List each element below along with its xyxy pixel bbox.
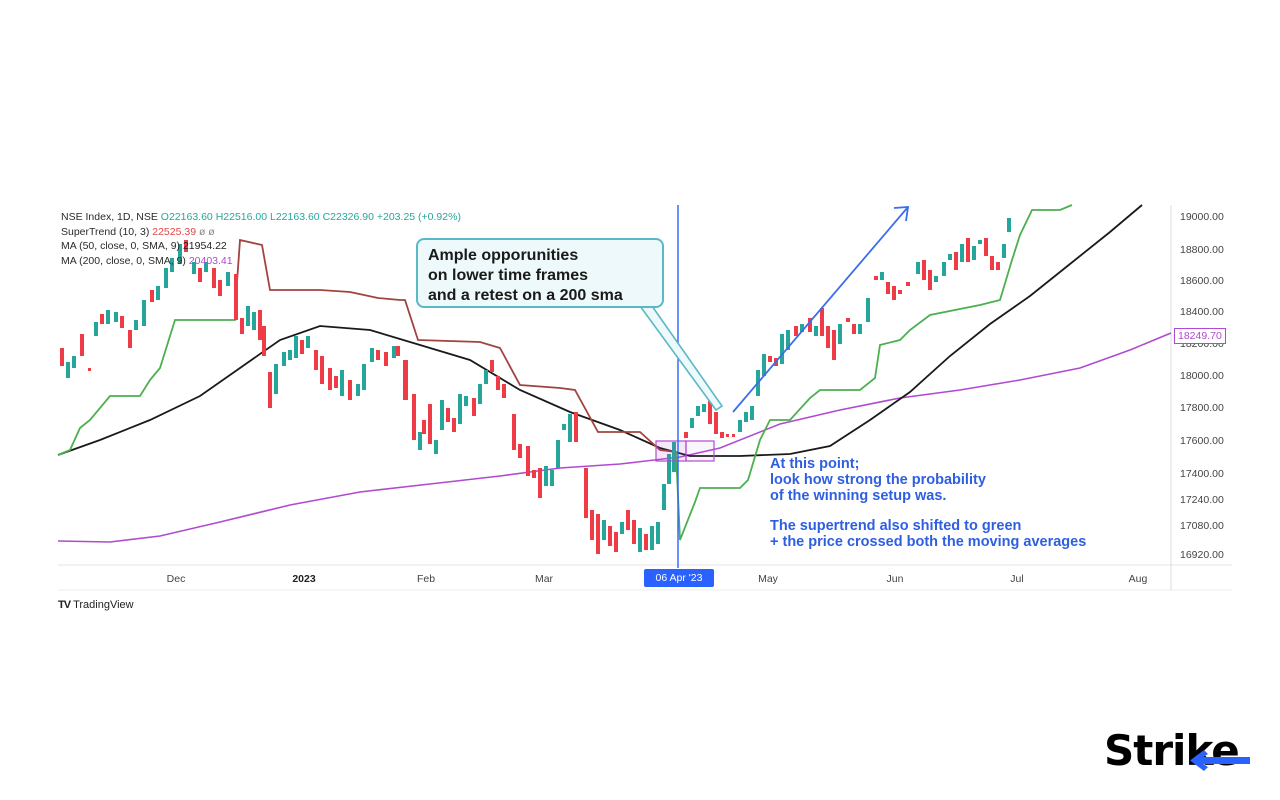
- x-tick: Dec: [166, 573, 186, 585]
- strike-logo-main: Stri: [1104, 726, 1186, 775]
- annotation-text: At this point; look how strong the proba…: [770, 456, 1086, 550]
- legend-close: C22326.90: [322, 211, 374, 223]
- legend-supertrend-value: 22525.39: [152, 225, 197, 238]
- annotation-line-2: look how strong the probability: [770, 472, 986, 488]
- tradingview-label: TradingView: [73, 599, 134, 611]
- y-tick: 17080.00: [1180, 520, 1224, 532]
- annotation-line-4: The supertrend also shifted to green: [770, 518, 1022, 534]
- last-price-tag: 18249.70: [1174, 328, 1226, 344]
- legend-supertrend-label: SuperTrend (10, 3): [61, 225, 150, 238]
- highlight-box-retest: [655, 440, 687, 462]
- x-tick: 2023: [292, 573, 316, 585]
- legend-open: O22163.60: [160, 211, 213, 223]
- chart-legend: NSE Index, 1D, NSE O22163.60 H22516.00 L…: [61, 210, 461, 268]
- y-tick: 18600.00: [1180, 275, 1224, 287]
- y-tick: 19000.00: [1180, 211, 1224, 223]
- legend-ma200-label: MA (200, close, 0, SMA, 9): [61, 254, 186, 267]
- callout-box: Ample opporunities on lower time frames …: [416, 238, 664, 308]
- supertrend-up-line-1: [57, 310, 236, 456]
- legend-symbol: NSE Index, 1D, NSE: [61, 211, 158, 223]
- y-tick: 16920.00: [1180, 549, 1224, 561]
- strike-arrow-icon: [1190, 750, 1250, 771]
- y-tick: 17600.00: [1180, 435, 1224, 447]
- x-tick: Feb: [416, 573, 436, 585]
- x-tick: Jul: [1010, 573, 1024, 585]
- callout-line-1: Ample opporunities: [428, 247, 579, 264]
- strike-logo: Strike: [1104, 726, 1240, 775]
- annotation-line-1: At this point;: [770, 456, 860, 472]
- y-tick: 18400.00: [1180, 306, 1224, 318]
- legend-ma200-row[interactable]: MA (200, close, 0, SMA, 9) 20403.41: [61, 254, 461, 269]
- x-tick: Jun: [886, 573, 904, 585]
- trend-arrow: [732, 206, 910, 413]
- ma50-line: [57, 204, 1143, 457]
- tradingview-logo[interactable]: TV TradingView: [58, 599, 134, 611]
- annotation-line-5: + the price crossed both the moving aver…: [770, 534, 1087, 550]
- y-tick: 17400.00: [1180, 468, 1224, 480]
- x-tick: Mar: [534, 573, 554, 585]
- legend-high: H22516.00: [215, 211, 268, 223]
- candles: [60, 218, 1011, 554]
- supertrend-up-line-2: [675, 204, 1073, 541]
- legend-symbol-row: NSE Index, 1D, NSE O22163.60 H22516.00 L…: [61, 210, 461, 225]
- legend-ma200-value: 20403.41: [188, 254, 233, 267]
- callout-pointer: [639, 305, 724, 412]
- x-tick: May: [758, 573, 778, 585]
- y-tick: 18800.00: [1180, 244, 1224, 256]
- callout-line-2: on lower time frames: [428, 267, 589, 284]
- legend-ma50-row[interactable]: MA (50, close, 0, SMA, 9) 21954.22: [61, 239, 461, 254]
- y-tick: 18000.00: [1180, 370, 1224, 382]
- callout-line-3: and a retest on a 200 sma: [428, 287, 623, 304]
- tradingview-icon: TV: [58, 599, 71, 611]
- legend-change: +203.25 (+0.92%): [376, 211, 461, 223]
- x-tick: Aug: [1128, 573, 1148, 585]
- supertrend-down-line: [234, 238, 677, 453]
- crosshair-date-tag: 06 Apr '23: [644, 569, 714, 587]
- highlight-box-retest-2: [685, 440, 715, 462]
- strike-logo-tail: ke: [1185, 726, 1239, 775]
- y-tick: 17240.00: [1180, 494, 1224, 506]
- legend-supertrend-row[interactable]: SuperTrend (10, 3) 22525.39 ø ø: [61, 225, 461, 240]
- ma200-line: [57, 332, 1172, 543]
- legend-low: L22163.60: [270, 211, 320, 223]
- legend-ma50-label: MA (50, close, 0, SMA, 9): [61, 240, 181, 252]
- annotation-line-3: of the winning setup was.: [770, 488, 947, 504]
- legend-visibility-icons[interactable]: ø ø: [198, 225, 215, 238]
- y-tick: 17800.00: [1180, 402, 1224, 414]
- legend-ma50-value: 21954.22: [182, 240, 227, 252]
